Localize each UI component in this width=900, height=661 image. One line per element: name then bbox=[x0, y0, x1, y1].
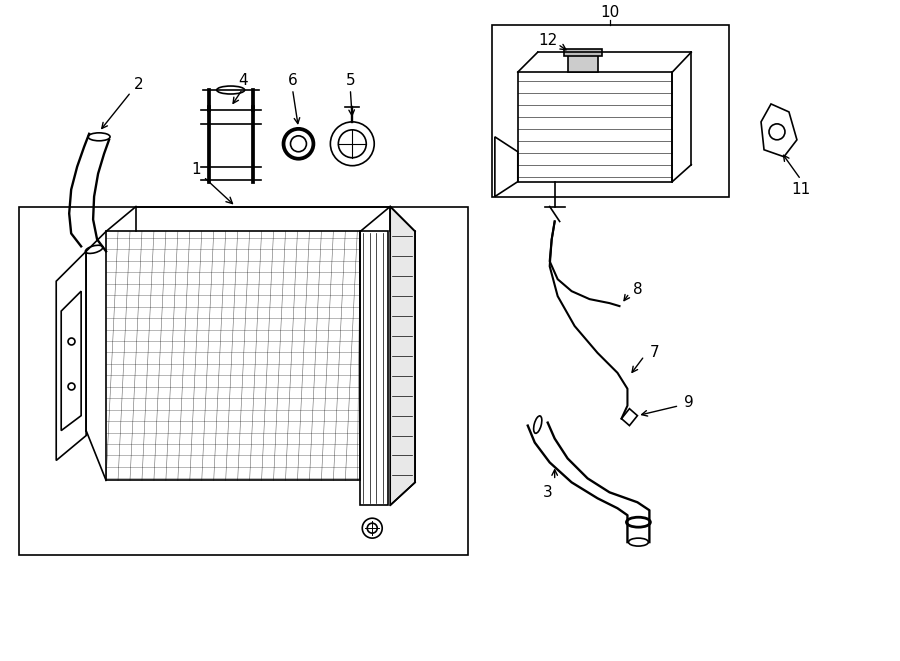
Bar bbox=[360, 231, 388, 505]
Bar bbox=[518, 72, 672, 182]
Text: 11: 11 bbox=[791, 182, 811, 197]
Bar bbox=[563, 49, 601, 56]
Text: 4: 4 bbox=[238, 73, 248, 87]
Text: 9: 9 bbox=[684, 395, 694, 410]
Bar bbox=[492, 25, 729, 196]
Bar bbox=[392, 247, 414, 451]
Text: 8: 8 bbox=[633, 282, 643, 297]
Text: 6: 6 bbox=[288, 73, 297, 87]
Text: 5: 5 bbox=[346, 73, 356, 87]
Text: 1: 1 bbox=[191, 162, 232, 204]
Text: 12: 12 bbox=[538, 33, 557, 48]
Text: 7: 7 bbox=[650, 346, 659, 360]
Polygon shape bbox=[391, 206, 415, 505]
Bar bbox=[19, 206, 468, 555]
Bar bbox=[106, 231, 360, 481]
Bar bbox=[568, 54, 598, 72]
Text: 10: 10 bbox=[600, 5, 619, 20]
Text: 2: 2 bbox=[134, 77, 144, 91]
Text: 3: 3 bbox=[543, 485, 553, 500]
